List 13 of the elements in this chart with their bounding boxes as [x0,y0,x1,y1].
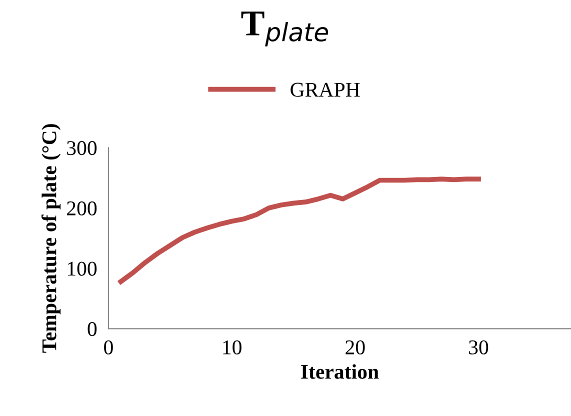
y-tick-label: 100 [68,262,97,276]
chart-title: T$_{plate}$ [241,12,328,46]
x-tick-label: 10 [223,340,242,354]
legend-label: GRAPH [290,82,360,97]
x-tick-label: 30 [469,340,488,354]
x-tick-label: 0 [104,340,113,354]
y-tick-label: 0 [88,322,97,336]
x-axis-title: Iteration [301,364,379,379]
y-tick-label: 300 [67,141,97,156]
x-tick-label: 20 [346,340,365,354]
y-tick-label: 200 [67,201,97,216]
y-axis-title: Temperature of plate (°C) [41,124,61,353]
line-series [118,176,481,284]
